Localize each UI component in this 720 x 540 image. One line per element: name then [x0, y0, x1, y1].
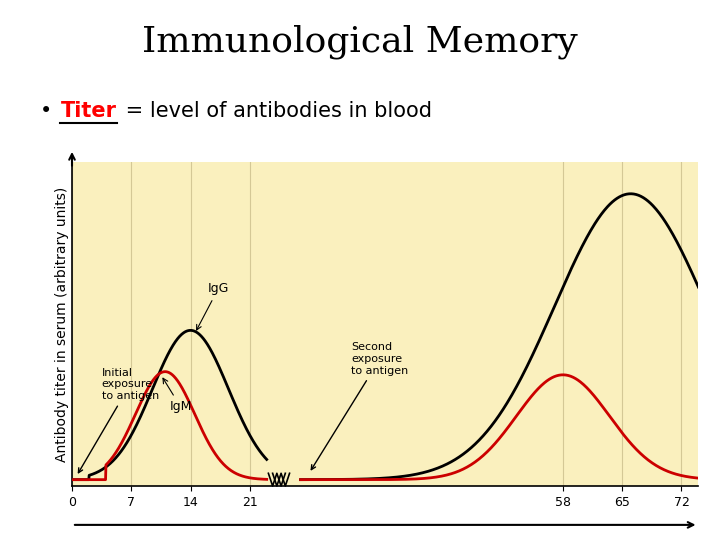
Text: = level of antibodies in blood: = level of antibodies in blood: [119, 100, 432, 121]
Text: •: •: [40, 100, 52, 121]
Text: Titer: Titer: [61, 100, 117, 121]
Text: IgG: IgG: [197, 282, 229, 330]
Text: IgM: IgM: [163, 378, 192, 413]
Y-axis label: Antibody titer in serum (arbitrary units): Antibody titer in serum (arbitrary units…: [55, 186, 69, 462]
Text: Immunological Memory: Immunological Memory: [142, 24, 578, 59]
Text: Initial
exposure
to antigen: Initial exposure to antigen: [78, 368, 159, 472]
Text: Second
exposure
to antigen: Second exposure to antigen: [311, 342, 408, 470]
